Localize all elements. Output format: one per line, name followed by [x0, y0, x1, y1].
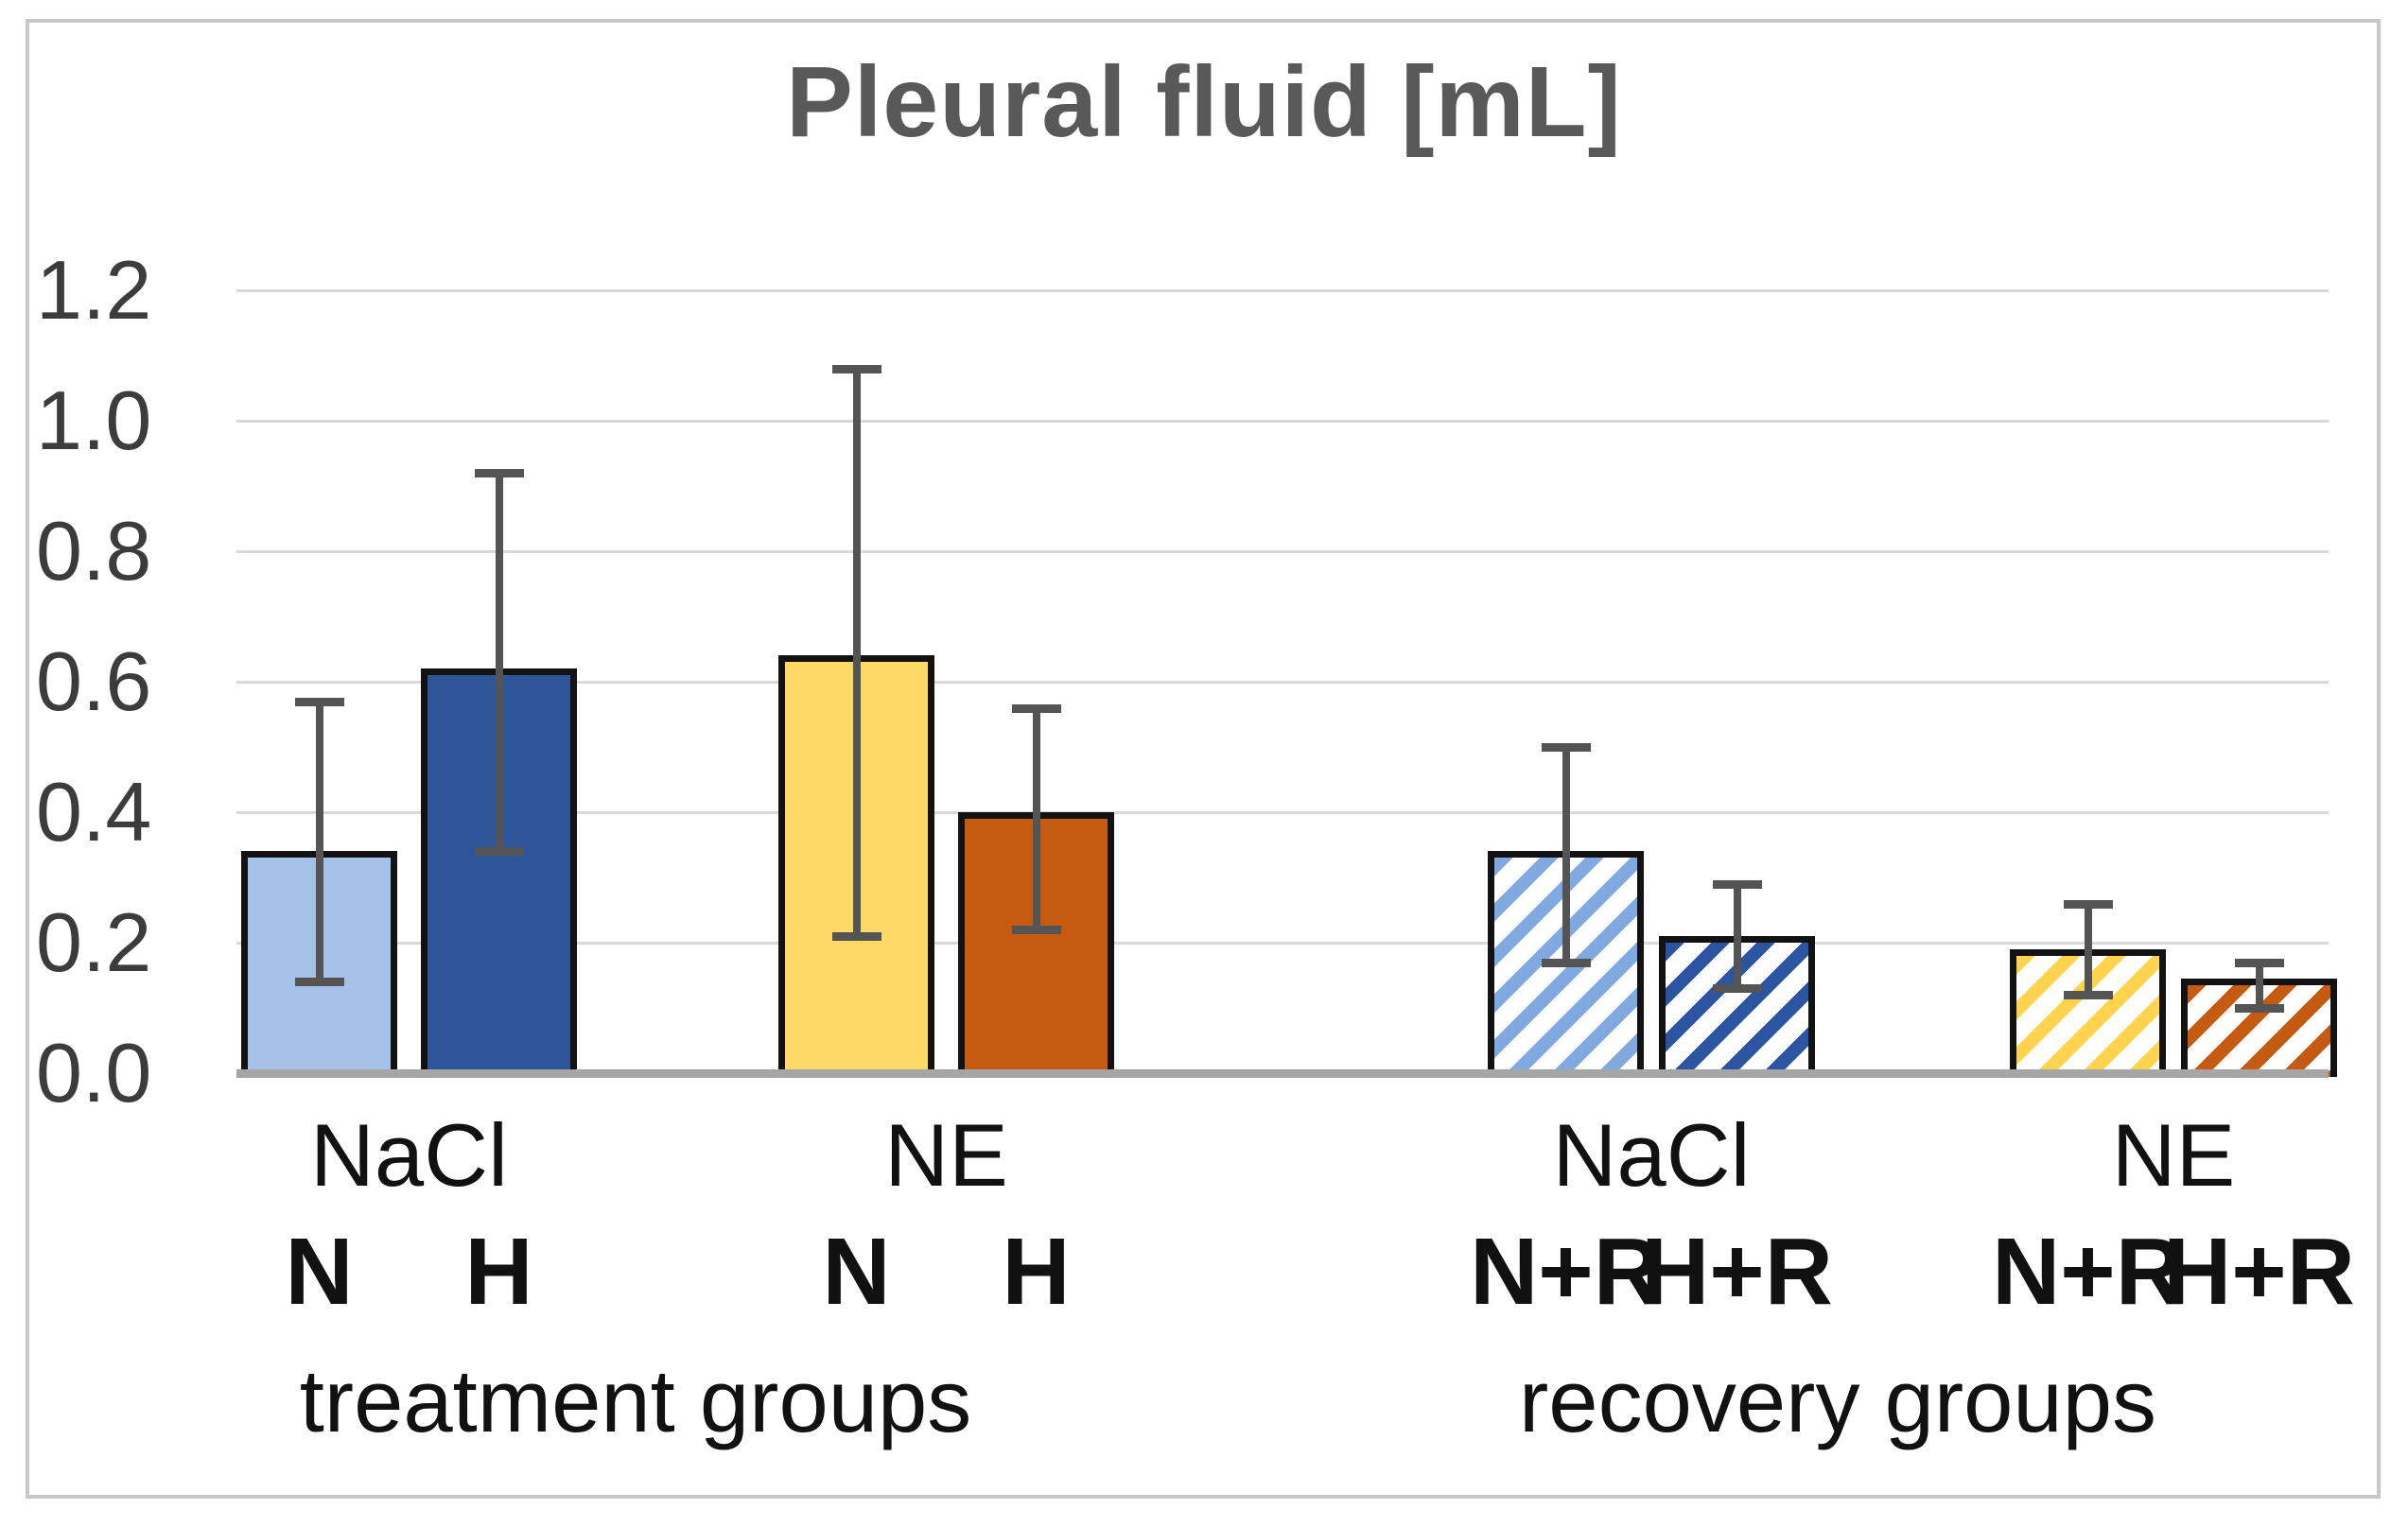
error-bar-line-n: [852, 368, 861, 937]
error-bar-cap-low-h: [474, 847, 524, 857]
error-bar-cap-low-h: [1011, 926, 1061, 935]
gridline-1.2: [236, 289, 2329, 292]
chart-title: Pleural fluid [mL]: [786, 46, 1622, 158]
error-bar-cap-high-n-r: [2063, 899, 2113, 909]
x-label-code-nacl-n-r: N+R: [1470, 1219, 1662, 1325]
bar-treatment-ne-h: [958, 812, 1114, 1077]
y-tick-label-1.0: 1.0: [36, 373, 152, 467]
error-bar-cap-low-h-r: [2234, 1004, 2284, 1013]
x-label-code-nacl-h-r: H+R: [1641, 1219, 1833, 1325]
x-axis-line: [236, 1069, 2329, 1078]
gridline-0.4: [236, 811, 2329, 814]
x-label-code-nacl-h: H: [464, 1219, 533, 1325]
x-label-code-ne-n-r: N+R: [1992, 1219, 2184, 1325]
figure-frame: [26, 19, 2381, 1499]
y-tick-label-0.0: 0.0: [36, 1026, 152, 1119]
x-label-chemical-treatment-ne: NE: [884, 1105, 1008, 1205]
error-bar-cap-high-n: [831, 364, 881, 373]
error-bar-cap-low-n: [294, 978, 344, 987]
gridline-1.0: [236, 420, 2329, 423]
error-bar-cap-high-h-r: [2234, 958, 2284, 967]
error-bar-cap-low-n-r: [2063, 991, 2113, 1000]
x-label-code-ne-h-r: H+R: [2163, 1219, 2355, 1325]
error-bar-cap-high-h: [1011, 703, 1061, 713]
y-tick-label-0.8: 0.8: [36, 504, 152, 598]
x-label-code-ne-h: H: [1002, 1219, 1071, 1325]
x-label-code-ne-n: N: [822, 1219, 891, 1325]
error-bar-line-n-r: [2084, 903, 2092, 996]
x-label-code-nacl-n: N: [285, 1219, 354, 1325]
error-bar-line-h-r: [1733, 883, 1741, 989]
gridline-0.8: [236, 550, 2329, 553]
error-bar-line-h: [495, 473, 503, 852]
error-bar-cap-low-n: [831, 932, 881, 942]
gridline-0.2: [236, 942, 2329, 945]
error-bar-cap-high-h: [474, 469, 524, 478]
error-bar-cap-high-n: [294, 697, 344, 706]
error-bar-cap-high-h-r: [1712, 879, 1762, 889]
error-bar-line-n: [315, 701, 323, 982]
y-tick-label-1.2: 1.2: [36, 243, 152, 337]
error-bar-cap-high-n-r: [1541, 743, 1591, 752]
x-label-section-recovery-groups: recovery groups: [1519, 1351, 2156, 1450]
x-label-chemical-treatment-nacl: NaCl: [310, 1105, 508, 1205]
error-bar-line-h: [1032, 707, 1040, 930]
y-tick-label-0.4: 0.4: [36, 765, 152, 859]
x-label-section-treatment-groups: treatment groups: [299, 1351, 972, 1450]
gridline-0.6: [236, 681, 2329, 684]
error-bar-line-n-r: [1562, 747, 1570, 963]
x-label-chemical-recovery-nacl: NaCl: [1552, 1105, 1751, 1205]
y-tick-label-0.6: 0.6: [36, 634, 152, 728]
error-bar-cap-low-h-r: [1712, 984, 1762, 994]
error-bar-cap-low-n-r: [1541, 958, 1591, 967]
error-bar-line-h-r: [2255, 962, 2263, 1008]
x-label-chemical-recovery-ne: NE: [2111, 1105, 2236, 1205]
bar-recovery-ne-n-r: [2010, 948, 2166, 1077]
y-tick-label-0.2: 0.2: [36, 895, 152, 989]
